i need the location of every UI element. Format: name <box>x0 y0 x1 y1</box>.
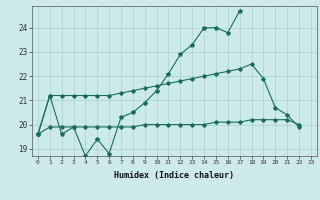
X-axis label: Humidex (Indice chaleur): Humidex (Indice chaleur) <box>115 171 234 180</box>
